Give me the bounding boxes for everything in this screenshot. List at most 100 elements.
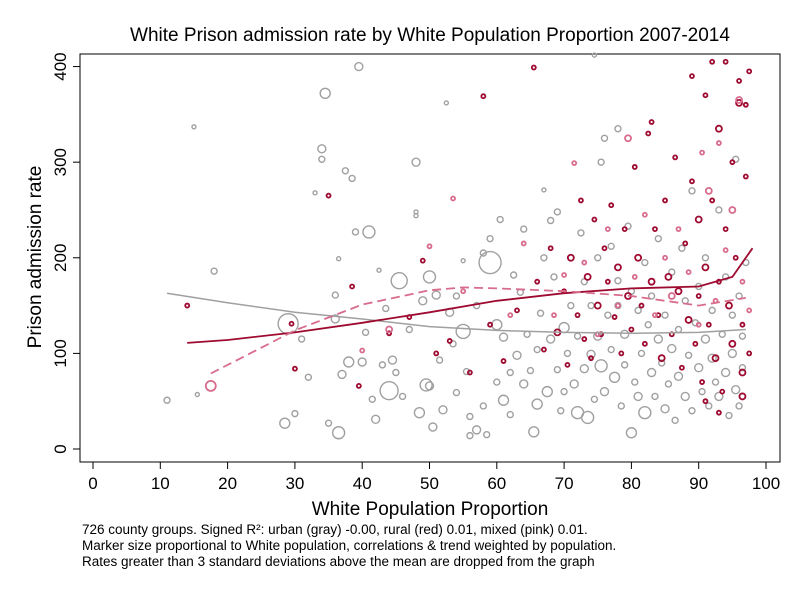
urban-marker <box>348 174 356 183</box>
rural-marker <box>732 254 739 261</box>
x-tick-label: 20 <box>218 474 237 493</box>
chart-note-1: 726 county groups. Signed R²: urban (gra… <box>82 522 588 537</box>
rural-marker <box>647 277 656 286</box>
urban-marker <box>586 349 596 360</box>
rural-marker <box>591 216 598 223</box>
rural-marker <box>601 245 608 252</box>
rural-marker <box>604 278 611 285</box>
urban-marker <box>577 229 585 237</box>
urban-trend-line <box>166 292 746 335</box>
urban-marker <box>479 249 488 257</box>
urban-marker <box>297 335 306 343</box>
mixed-marker <box>695 321 702 328</box>
urban-marker <box>738 364 747 372</box>
urban-marker <box>540 254 548 262</box>
rural-marker <box>487 321 493 328</box>
urban-marker <box>438 405 448 415</box>
rural-marker <box>547 245 554 252</box>
urban-marker <box>493 378 501 386</box>
urban-marker <box>553 365 562 374</box>
urban-marker <box>319 87 331 100</box>
urban-marker <box>413 209 419 215</box>
y-tick-label: 0 <box>51 444 70 453</box>
urban-marker <box>390 272 408 290</box>
rural-marker <box>657 354 666 363</box>
urban-marker <box>727 348 738 359</box>
urban-marker <box>557 407 565 415</box>
urban-marker <box>661 311 669 319</box>
urban-marker <box>637 349 646 358</box>
mixed-marker <box>735 96 743 104</box>
rural-marker <box>662 197 668 204</box>
urban-marker <box>617 402 626 410</box>
rural-marker <box>695 293 702 299</box>
urban-marker <box>506 368 514 377</box>
x-tick-label: 30 <box>285 474 304 493</box>
urban-marker <box>553 208 562 216</box>
urban-marker <box>633 391 643 402</box>
rural-marker <box>355 382 362 389</box>
rural-marker <box>705 321 712 328</box>
mixed-marker <box>631 274 638 280</box>
rural-marker <box>728 339 737 348</box>
urban-marker <box>519 379 529 389</box>
urban-marker <box>210 267 218 275</box>
rural-marker <box>725 301 733 310</box>
mixed-marker <box>460 288 467 295</box>
urban-marker <box>701 254 710 262</box>
rural-marker <box>678 364 685 371</box>
urban-marker <box>721 273 730 281</box>
mixed-marker <box>722 247 729 254</box>
urban-marker <box>707 353 717 363</box>
rural-marker <box>628 326 635 333</box>
urban-marker <box>318 155 326 164</box>
rural-marker <box>664 273 673 281</box>
urban-marker <box>455 323 471 340</box>
rural-marker <box>739 321 746 328</box>
rural-marker <box>291 365 298 372</box>
urban-marker <box>594 254 602 262</box>
rural-marker <box>735 98 743 107</box>
urban-marker <box>378 361 387 369</box>
urban-marker <box>671 416 679 425</box>
y-tick-label: 200 <box>51 244 70 272</box>
chart-title: White Prison admission rate by White Pop… <box>130 25 730 46</box>
rural-marker <box>618 350 625 357</box>
urban-marker <box>667 343 677 354</box>
mixed-marker <box>662 254 668 261</box>
urban-marker <box>591 52 598 58</box>
urban-marker <box>418 296 428 306</box>
x-tick-label: 70 <box>555 474 574 493</box>
urban-marker <box>428 422 438 432</box>
mixed-marker <box>561 272 567 278</box>
urban-marker <box>614 301 622 310</box>
urban-marker <box>731 385 741 395</box>
urban-marker <box>317 144 327 154</box>
urban-marker <box>708 306 716 315</box>
rural-marker <box>702 92 709 99</box>
rural-marker <box>386 330 393 337</box>
rural-marker <box>541 346 547 353</box>
urban-marker <box>567 301 575 310</box>
urban-marker <box>526 366 535 375</box>
y-tick-label: 400 <box>51 52 70 80</box>
urban-marker <box>520 225 528 233</box>
rural-marker <box>674 287 683 296</box>
x-tick-label: 50 <box>420 474 439 493</box>
urban-marker <box>657 359 666 367</box>
urban-marker <box>641 258 649 267</box>
rural-trend-line <box>187 247 754 344</box>
urban-marker <box>330 314 340 324</box>
urban-marker <box>608 371 621 383</box>
rural-marker <box>719 388 726 395</box>
mixed-marker <box>667 292 676 300</box>
rural-marker <box>736 78 742 84</box>
urban-marker <box>619 329 630 339</box>
trend-lines-layer <box>166 247 754 375</box>
urban-marker <box>531 398 543 410</box>
urban-marker <box>607 345 615 354</box>
mixed-marker <box>204 379 217 392</box>
urban-marker <box>563 349 572 358</box>
rural-marker <box>689 73 695 80</box>
urban-marker <box>684 351 693 360</box>
